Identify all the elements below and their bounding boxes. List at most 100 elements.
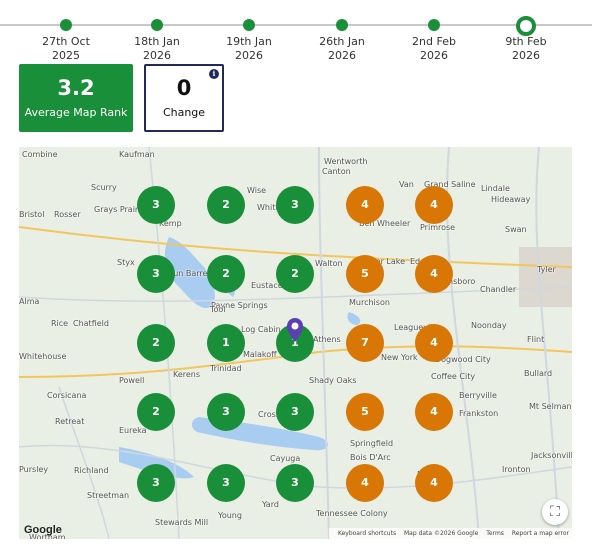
timeline-label: 18th Jan 2026 <box>102 35 212 63</box>
map-place-label: Swan <box>505 225 527 234</box>
map-place-label: Retreat <box>55 417 85 426</box>
rank-marker[interactable]: 4 <box>346 186 384 224</box>
map-place-label: Gun Barrel City <box>167 269 228 278</box>
map-place-label: Athens <box>313 335 341 344</box>
rank-marker[interactable]: 3 <box>276 393 314 431</box>
rank-marker[interactable]: 4 <box>346 464 384 502</box>
timeline-year: 2026 <box>512 49 540 62</box>
fullscreen-button[interactable]: ⛶ <box>542 499 568 525</box>
rank-marker[interactable]: 3 <box>276 186 314 224</box>
map-place-label: Scurry <box>91 183 117 192</box>
map-place-label: Bois D'Arc <box>350 453 391 462</box>
map-place-label: Grays Prairie <box>94 205 146 214</box>
rank-marker[interactable]: 5 <box>346 393 384 431</box>
rank-marker[interactable]: 3 <box>137 255 175 293</box>
map-place-label: Canton <box>322 167 351 176</box>
rank-marker[interactable]: 1 <box>207 324 245 362</box>
rank-marker[interactable]: 4 <box>415 464 453 502</box>
map-place-label: Bristol <box>19 210 45 219</box>
fullscreen-icon: ⛶ <box>550 504 560 520</box>
map-place-label: Shady Oaks <box>309 376 357 385</box>
timeline-dot[interactable] <box>336 19 348 31</box>
map-place-label: Bullard <box>524 369 553 378</box>
rank-marker[interactable]: 2 <box>137 324 175 362</box>
map-place-label: Wortham <box>29 533 66 539</box>
map-place-label: Ironton <box>502 465 531 474</box>
keyboard-shortcuts-link[interactable]: Keyboard shortcuts <box>337 530 397 537</box>
map-place-label: Stewards Mill <box>155 518 209 527</box>
timeline-dot[interactable] <box>60 19 72 31</box>
map-place-label: Mt Selman <box>529 402 572 411</box>
rank-marker[interactable]: 3 <box>207 464 245 502</box>
rank-marker[interactable]: 2 <box>207 255 245 293</box>
map-footer: Keyboard shortcuts Map data ©2026 Google… <box>328 528 572 539</box>
rank-marker[interactable]: 7 <box>346 324 384 362</box>
rank-marker[interactable]: 4 <box>415 186 453 224</box>
average-map-rank-label: Average Map Rank <box>24 106 128 119</box>
map-place-label: Chandler <box>480 285 517 294</box>
change-label: Change <box>162 106 206 119</box>
map-place-label: Whitehouse <box>19 352 67 361</box>
timeline-year: 2026 <box>420 49 448 62</box>
map-place-label: Grand Saline <box>424 180 476 189</box>
timeline-date: 9th Feb <box>505 35 547 48</box>
report-map-error-link[interactable]: Report a map error <box>511 530 569 537</box>
map-place-label: Kerens <box>173 370 201 379</box>
rank-marker[interactable]: 3 <box>137 464 175 502</box>
map-place-label: Combine <box>22 150 58 159</box>
map-place-label: Eureka <box>119 426 147 435</box>
rank-marker[interactable]: 4 <box>415 255 453 293</box>
rank-grid-map[interactable]: Combine Kaufman Wentworth Canton Van Grand Sa… <box>19 147 572 539</box>
rank-marker[interactable]: 4 <box>415 393 453 431</box>
map-place-label: Eustace <box>251 281 283 290</box>
timeline-date: 18th Jan <box>134 35 180 48</box>
timeline-track <box>0 24 592 26</box>
map-place-label: New York <box>381 353 418 362</box>
map-place-label: Kemp <box>159 219 182 228</box>
change-card: i 0 Change <box>144 64 224 132</box>
rank-marker[interactable]: 3 <box>137 186 175 224</box>
rank-marker[interactable]: 3 <box>207 393 245 431</box>
rank-marker[interactable]: 4 <box>415 324 453 362</box>
timeline-date: 2nd Feb <box>412 35 456 48</box>
map-place-label: Frankston <box>459 409 499 418</box>
map-place-label: Pursley <box>19 465 49 474</box>
map-data-attribution: Map data ©2026 Google <box>404 530 479 537</box>
info-icon[interactable]: i <box>209 69 219 79</box>
timeline: 27th Oct 2025 18th Jan 2026 19th Jan 2026 26th… <box>0 0 592 70</box>
map-place-label: Malakoff <box>243 350 277 359</box>
map-place-label: Streetman <box>87 491 130 500</box>
map-place-label: Dogwood City <box>435 355 491 364</box>
average-map-rank-card: 3.2 Average Map Rank <box>19 64 133 132</box>
map-place-label: Richland <box>74 466 109 475</box>
timeline-date: 19th Jan <box>226 35 272 48</box>
map-place-label: Styx <box>117 258 135 267</box>
map-place-label: Young <box>218 511 242 520</box>
map-place-label: Berryville <box>459 391 497 400</box>
rank-marker[interactable]: 5 <box>346 255 384 293</box>
rank-marker[interactable]: 2 <box>207 186 245 224</box>
map-place-label: Van <box>399 180 414 189</box>
map-place-label: Murchison <box>349 298 390 307</box>
map-place-label: Powell <box>119 376 145 385</box>
timeline-dot[interactable] <box>151 19 163 31</box>
timeline-label: 9th Feb 2026 <box>471 35 581 63</box>
timeline-label: 19th Jan 2026 <box>194 35 304 63</box>
map-place-label: Trinidad <box>210 364 242 373</box>
map-place-label: Lindale <box>481 184 510 193</box>
map-place-label: Tool <box>210 305 226 314</box>
terms-link[interactable]: Terms <box>486 530 504 537</box>
rank-marker[interactable]: 2 <box>276 255 314 293</box>
timeline-year: 2026 <box>143 49 171 62</box>
map-place-label: Tennessee Colony <box>316 509 388 518</box>
map-place-label: Brownsboro <box>428 277 476 286</box>
average-map-rank-value: 3.2 <box>57 76 95 100</box>
rank-marker[interactable]: 3 <box>276 464 314 502</box>
rank-marker[interactable]: 2 <box>137 393 175 431</box>
timeline-dot[interactable] <box>243 19 255 31</box>
timeline-dot[interactable] <box>428 19 440 31</box>
timeline-dot-active[interactable] <box>516 16 536 36</box>
map-place-label: Fuller Lake <box>362 257 406 266</box>
map-place-label: Payne Springs <box>211 301 268 310</box>
rank-marker[interactable]: 1 <box>276 324 314 362</box>
